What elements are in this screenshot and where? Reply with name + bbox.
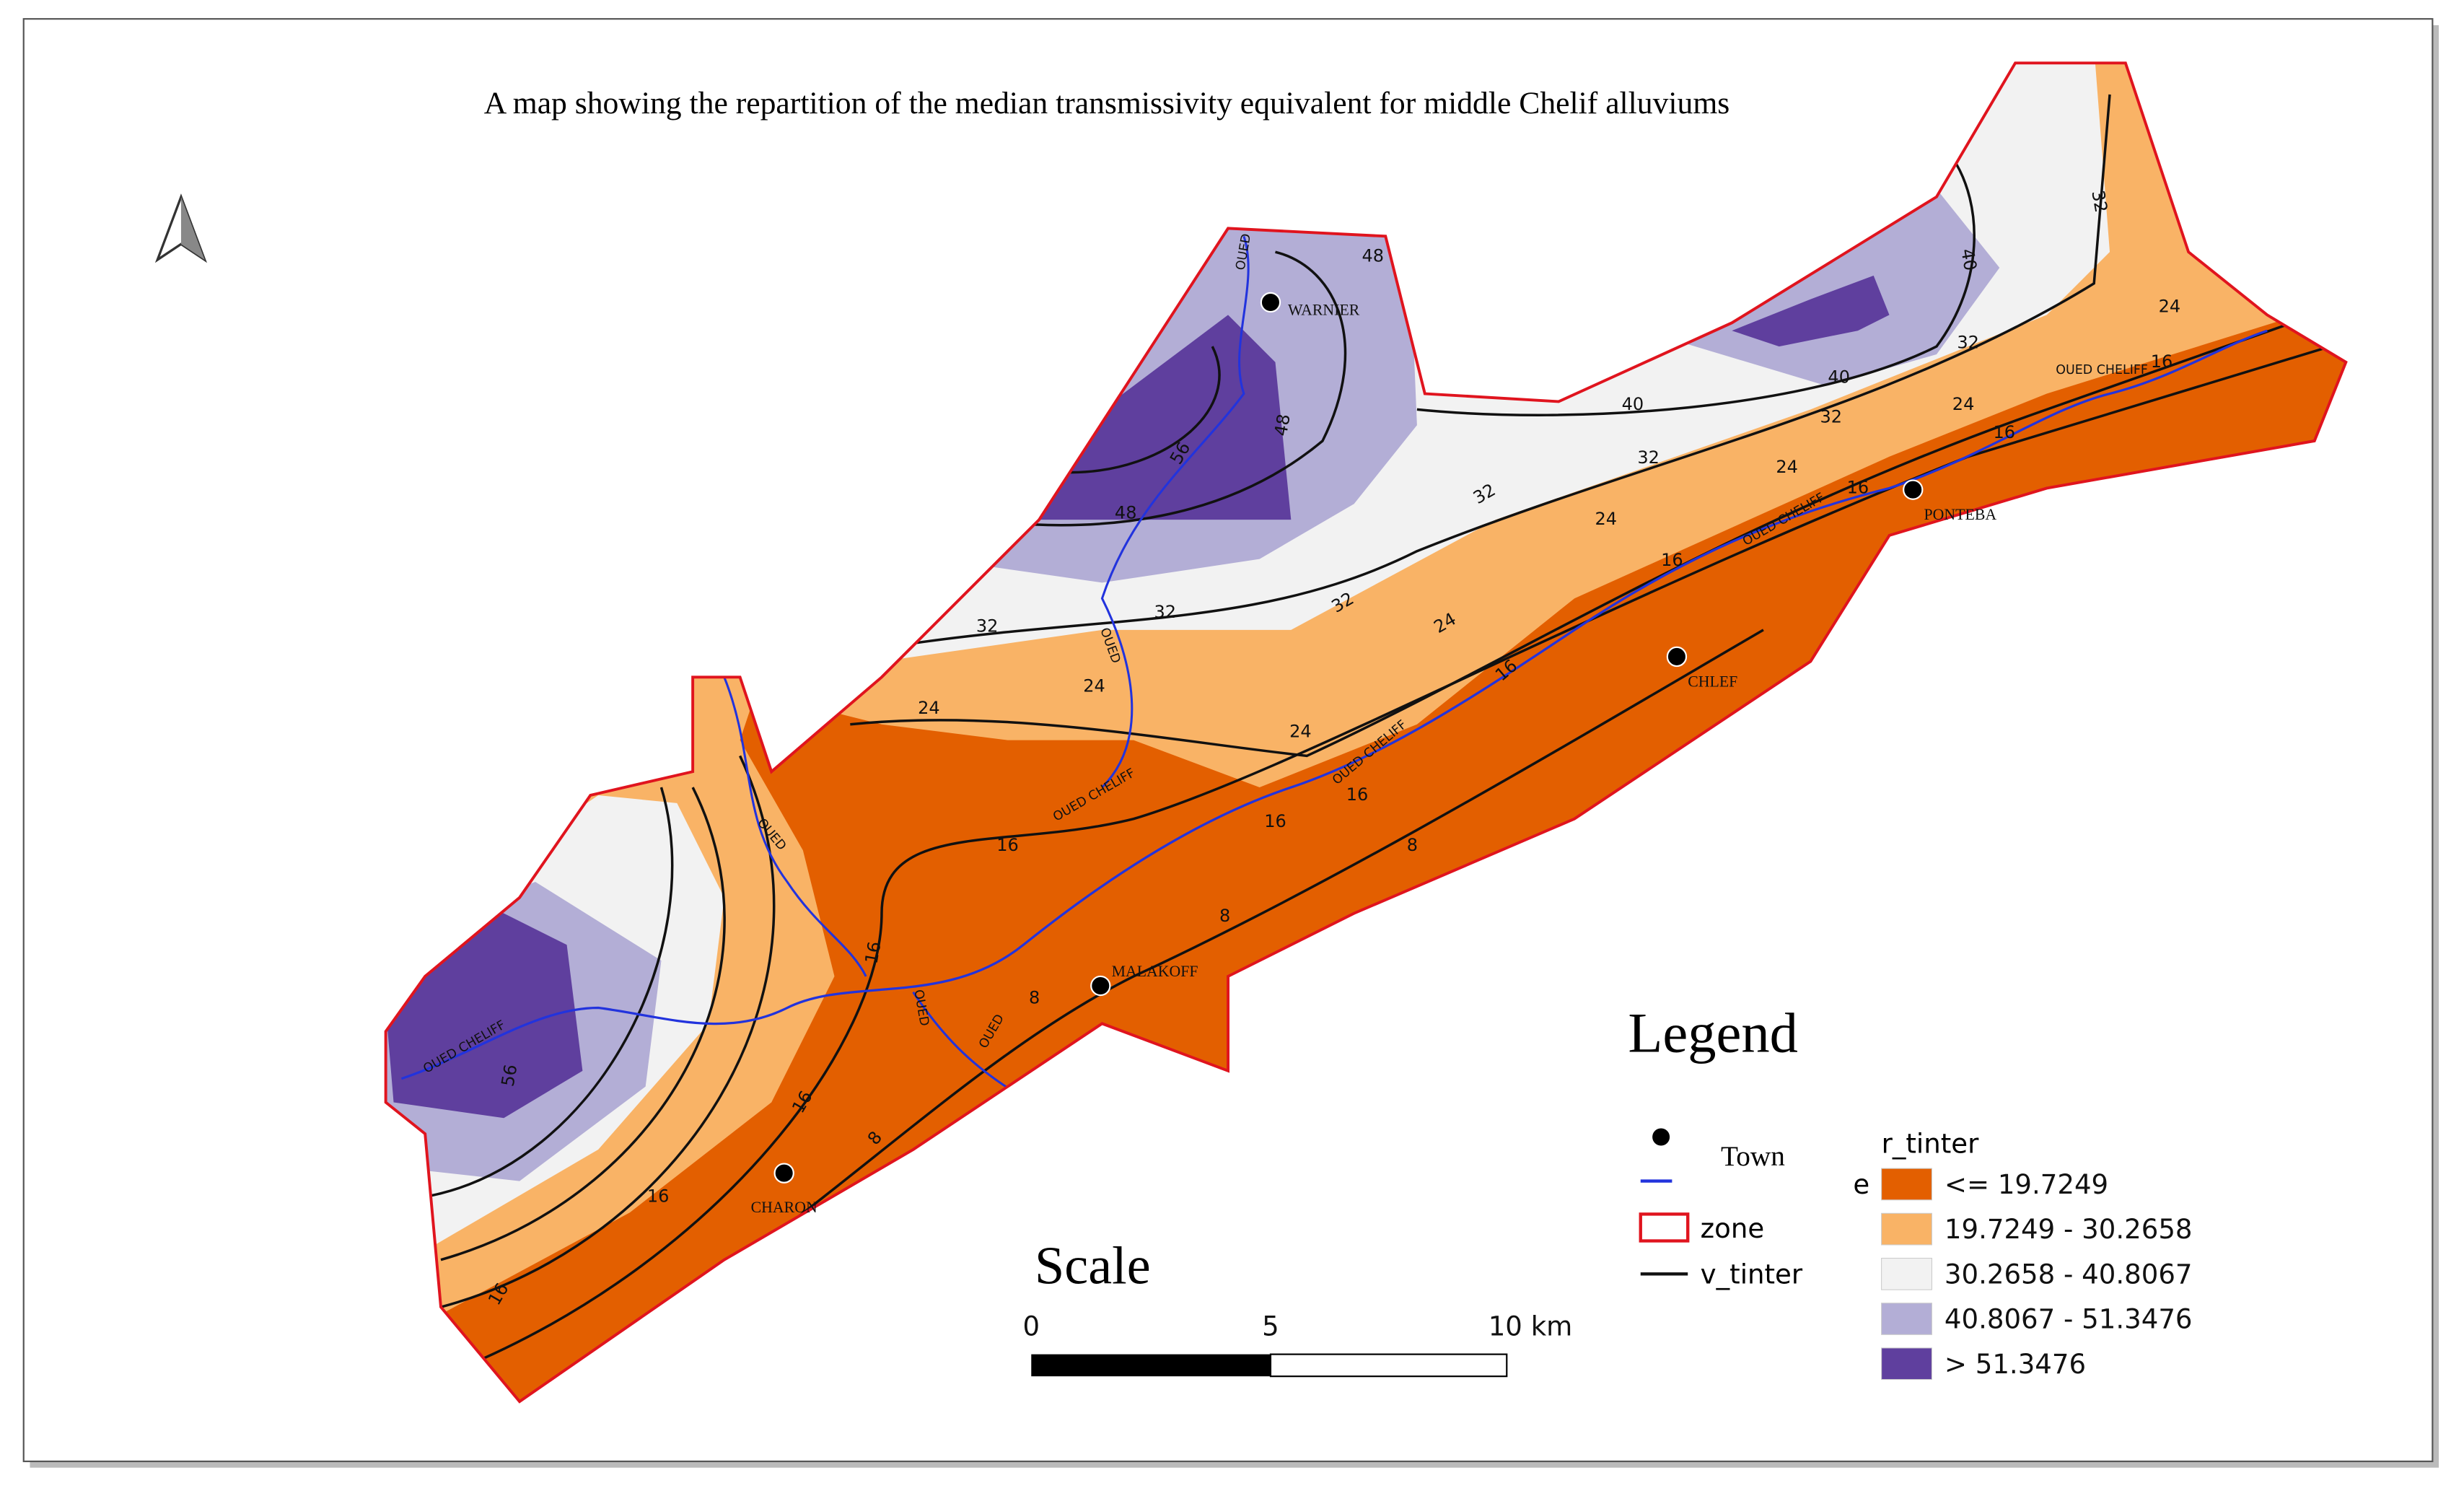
- contour-label: 40: [1957, 247, 1981, 272]
- town-label: MALAKOFF: [1112, 963, 1198, 980]
- town-marker: [773, 1163, 794, 1184]
- contour-label: 32: [976, 616, 999, 636]
- river: [723, 676, 867, 977]
- contour-label: 16: [1346, 784, 1369, 805]
- legend-class-label: <= 19.7249: [1945, 1169, 2108, 1200]
- legend-stray-text: e: [1853, 1169, 1869, 1200]
- river-label: OUED CHELIFF: [2056, 363, 2148, 377]
- contour-line: [850, 313, 2315, 758]
- contour-label: 8: [1219, 906, 1230, 926]
- legend-item: v_tinter: [1701, 1259, 1803, 1290]
- contour-line: [440, 755, 776, 1308]
- town-marker: [1260, 292, 1281, 313]
- contour-label: 8: [1029, 987, 1040, 1007]
- contour-line: [424, 787, 674, 1199]
- contour-label: 16: [2151, 351, 2173, 372]
- legend-swatch: [1881, 1257, 1932, 1290]
- contour-label: 48: [1271, 413, 1294, 438]
- legend-class-label: 19.7249 - 30.2658: [1945, 1214, 2193, 1245]
- contour-label: 24: [918, 698, 940, 718]
- town-label: CHARON: [751, 1199, 817, 1216]
- zone-outline: [384, 61, 2348, 1404]
- scale-bar-segment: [1269, 1353, 1508, 1378]
- contour-label: 24: [1595, 509, 1617, 529]
- contour-label: 40: [1622, 394, 1644, 414]
- town-marker: [1090, 975, 1111, 997]
- contour-label: 24: [1952, 394, 1975, 414]
- contour-label: 16: [996, 835, 1019, 855]
- legend-class-label: 40.8067 - 51.3476: [1945, 1304, 2193, 1335]
- contour-label: 40: [1828, 367, 1850, 388]
- legend-swatch: [1881, 1212, 1932, 1246]
- town-marker: [1666, 646, 1688, 668]
- contour-label: 16: [1264, 811, 1286, 831]
- legend-town-symbol: [1652, 1128, 1670, 1146]
- legend-swatch: [1881, 1303, 1932, 1335]
- legend-class-label: > 51.3476: [1945, 1349, 2086, 1380]
- legend-item: zone: [1701, 1213, 1764, 1244]
- contour-line: [1070, 346, 1221, 474]
- contour-label: 16: [861, 940, 885, 966]
- town-label: WARNIER: [1288, 301, 1360, 318]
- contour-line: [456, 345, 2331, 1372]
- raster-legend-title: r_tinter: [1882, 1128, 1979, 1159]
- contour-label: 48: [1362, 246, 1385, 266]
- contour-line: [897, 94, 2111, 647]
- town-label: CHLEF: [1688, 673, 1737, 690]
- contour-label: 32: [1957, 333, 1979, 353]
- legend-swatch: [1881, 1347, 1932, 1381]
- contour-label: 16: [1661, 550, 1683, 570]
- scale-title: Scale: [1035, 1236, 1151, 1295]
- river: [400, 329, 2268, 1080]
- contour-label: 16: [647, 1186, 670, 1206]
- scale-tick-label: 0: [1022, 1311, 1040, 1342]
- scale-tick-label: 10 km: [1489, 1311, 1573, 1342]
- scale-bar-segment: [1031, 1354, 1271, 1377]
- class-5-area: [1732, 275, 1890, 347]
- contour-label: 24: [2159, 297, 2181, 317]
- contour-label: 16: [1847, 477, 1869, 497]
- contour-label: 56: [498, 1063, 522, 1088]
- legend-zone-symbol: [1639, 1212, 1690, 1243]
- contour-line: [440, 787, 726, 1261]
- map-title: A map showing the repartition of the med…: [484, 86, 1730, 121]
- town-marker: [1903, 479, 1924, 500]
- contour-label: 24: [1776, 457, 1798, 477]
- legend-item: Town: [1721, 1141, 1785, 1172]
- river: [1100, 235, 1250, 789]
- contour-label: 32: [1154, 602, 1176, 622]
- contour-label: 24: [1083, 675, 1105, 696]
- town-label: PONTEBA: [1924, 506, 1997, 523]
- contour-label: 32: [1820, 406, 1843, 427]
- contour-label: 8: [1407, 835, 1418, 855]
- contour-line: [975, 250, 1347, 527]
- contour-label: 24: [1289, 722, 1312, 742]
- contour-label: 16: [1994, 422, 2016, 442]
- legend-title: Legend: [1628, 1002, 1798, 1064]
- class-5-area: [1023, 315, 1292, 520]
- legend-swatch: [1881, 1168, 1932, 1201]
- scale-tick-label: 5: [1262, 1311, 1279, 1342]
- contour-label: 32: [2087, 189, 2111, 214]
- contour-label: 48: [1115, 502, 1137, 522]
- contour-line: [1416, 157, 1976, 416]
- contour-label: 32: [1637, 447, 1660, 468]
- legend-class-label: 30.2658 - 40.8067: [1945, 1259, 2193, 1290]
